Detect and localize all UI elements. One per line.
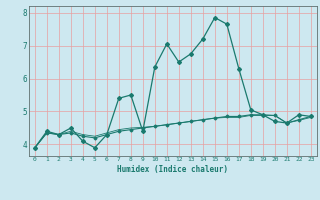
X-axis label: Humidex (Indice chaleur): Humidex (Indice chaleur) <box>117 165 228 174</box>
